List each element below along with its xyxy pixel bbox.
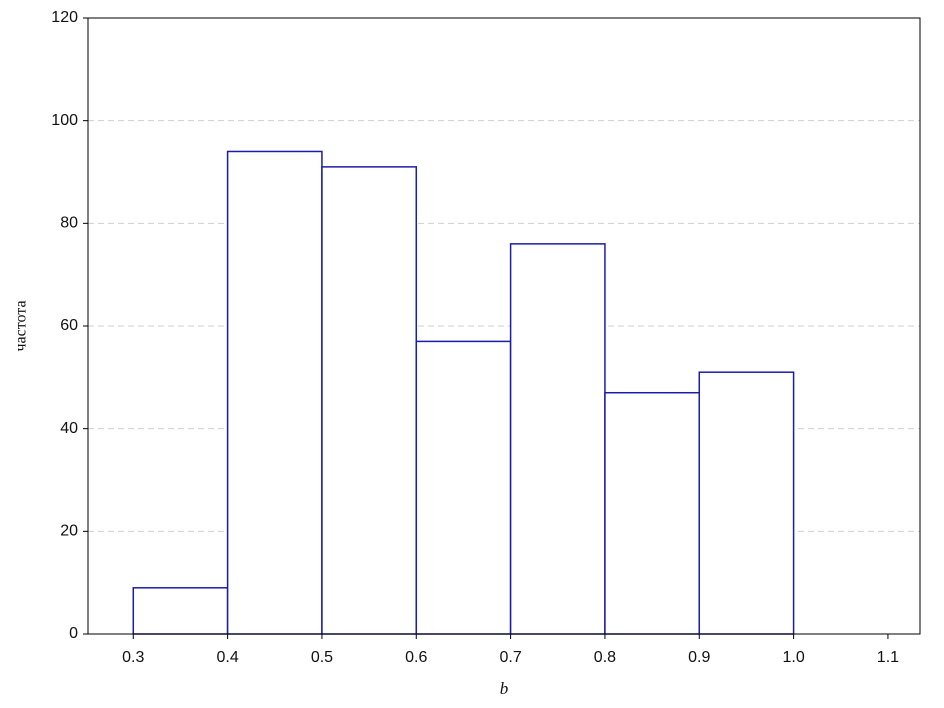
- x-tick-label: 0.6: [405, 649, 427, 666]
- y-axis-label: частота: [13, 300, 30, 351]
- x-tick-label: 0.4: [216, 649, 238, 666]
- y-tick-label: 60: [60, 317, 78, 334]
- bar: [415, 340, 512, 635]
- x-tick-label: 0.8: [594, 649, 616, 666]
- bar: [509, 243, 606, 635]
- x-tick-label: 0.9: [688, 649, 710, 666]
- bar: [321, 166, 418, 635]
- bar: [698, 371, 795, 635]
- x-tick-label: 1.0: [782, 649, 804, 666]
- y-tick-label: 20: [60, 523, 78, 540]
- x-tick-label: 0.7: [499, 649, 521, 666]
- x-tick-label: 0.3: [122, 649, 144, 666]
- x-axis-label: b: [500, 679, 509, 698]
- y-tick-label: 100: [51, 112, 78, 129]
- bar: [604, 391, 701, 635]
- y-tick-label: 120: [51, 9, 78, 26]
- bar: [132, 587, 229, 635]
- plot-frame: [87, 17, 921, 635]
- bar: [226, 150, 323, 635]
- x-tick-label: 0.5: [311, 649, 333, 666]
- y-tick-label: 40: [60, 420, 78, 437]
- y-tick-label: 0: [69, 625, 78, 642]
- y-tick-label: 80: [60, 215, 78, 232]
- x-tick-label: 1.1: [877, 649, 899, 666]
